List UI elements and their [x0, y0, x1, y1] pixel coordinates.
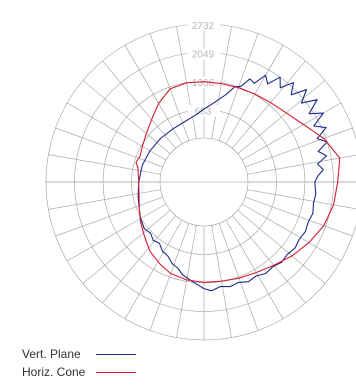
legend-swatch	[96, 371, 136, 373]
legend-label: Vert. Plane	[22, 347, 81, 361]
radial-tick-label: 1366	[192, 78, 215, 89]
series-layer	[135, 74, 341, 292]
grid-spoke	[247, 189, 356, 210]
series-line-vert-plane	[137, 74, 328, 292]
legend-swatch	[96, 353, 136, 355]
legend: Vert. Plane Horiz. Cone	[22, 345, 136, 381]
radial-tick-label: 2049	[192, 50, 215, 61]
tick-label-bg	[188, 20, 220, 31]
tick-label-bg	[188, 105, 220, 117]
polar-grid	[45, 23, 356, 341]
legend-label: Horiz. Cone	[22, 365, 86, 379]
radial-tick-labels: 683 1366 2049 2732	[188, 20, 220, 118]
radial-tick-label: 2732	[192, 21, 215, 32]
tick-label-bg	[188, 77, 220, 88]
legend-item-horiz-cone: Horiz. Cone	[22, 363, 136, 381]
series-line-horiz-cone	[135, 81, 341, 283]
tick-label-bg	[188, 48, 220, 60]
radial-tick-label: 683	[195, 107, 212, 118]
legend-item-vert-plane: Vert. Plane	[22, 345, 136, 363]
